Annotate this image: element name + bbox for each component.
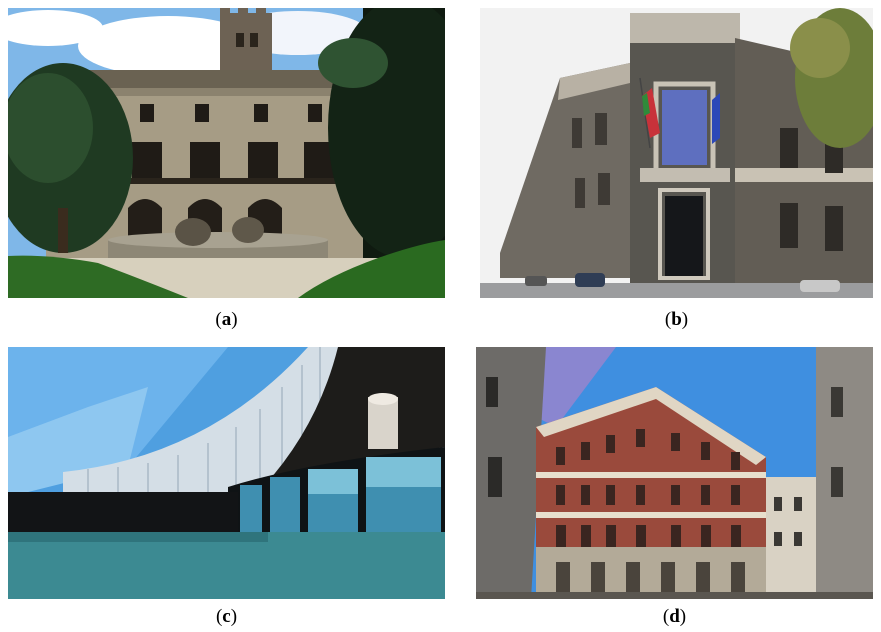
caption-c-close: ): [230, 606, 238, 627]
caption-c-letter: c: [222, 606, 231, 627]
photo-curved-glass-building: [8, 347, 445, 599]
glass-building-photo-drawing: [8, 347, 445, 599]
caption-c-open: (: [215, 606, 223, 627]
palazzo-photo-drawing: [476, 347, 873, 599]
caption-a-open: (: [215, 309, 222, 330]
photo-ornate-red-palazzo: [476, 347, 873, 599]
caption-d-close: ): [679, 606, 687, 627]
photo-stone-building-with-flags: [480, 8, 873, 298]
caption-b-close: ): [681, 309, 689, 330]
caption-d: (d): [476, 606, 873, 628]
caption-d-letter: d: [669, 606, 680, 627]
caption-a-close: ): [231, 309, 238, 330]
villa-photo-drawing: [8, 8, 445, 298]
caption-a: (a): [8, 309, 445, 331]
caption-a-letter: a: [221, 309, 232, 330]
caption-c: (c): [8, 606, 445, 628]
caption-b-letter: b: [671, 309, 682, 330]
caption-d-open: (: [662, 606, 670, 627]
caption-b: (b): [480, 309, 873, 331]
photo-villa-with-tower: [8, 8, 445, 298]
caption-b-open: (: [664, 309, 672, 330]
stone-building-photo-drawing: [480, 8, 873, 298]
